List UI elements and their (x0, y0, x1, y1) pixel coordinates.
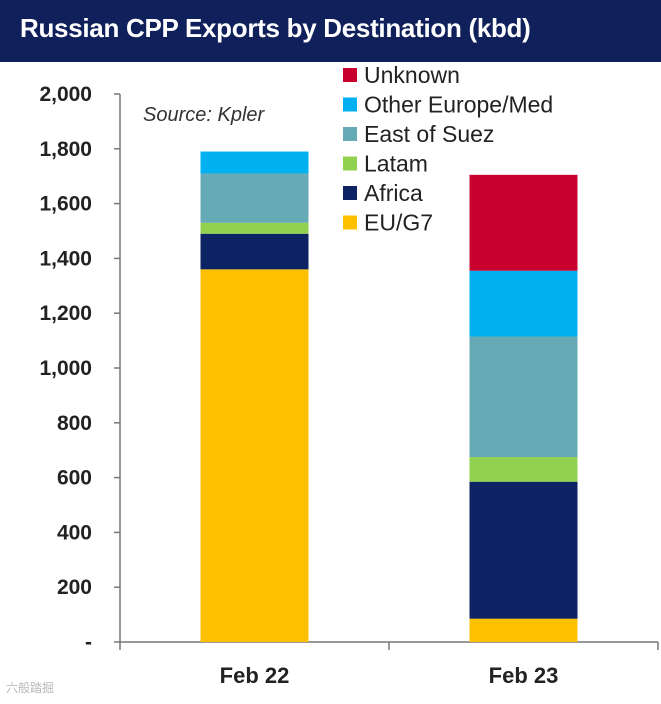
bar-segment-latam (200, 222, 309, 234)
y-tick-label: 1,800 (39, 138, 92, 161)
y-tick-label: 400 (57, 521, 92, 544)
legend-label: EU/G7 (364, 210, 433, 236)
x-tick-label: Feb 23 (489, 663, 559, 688)
legend-label: Other Europe/Med (364, 92, 553, 118)
legend-label: Africa (364, 180, 423, 206)
bar-segment-africa (200, 233, 309, 270)
watermark: 六般踏掘 (6, 681, 55, 695)
source-note: Source: Kpler (143, 104, 266, 126)
title-bar: Russian CPP Exports by Destination (kbd) (0, 0, 661, 62)
legend-swatch (343, 186, 357, 200)
y-tick-label: 1,400 (39, 247, 92, 270)
y-tick-label: - (85, 631, 92, 654)
legend-swatch (343, 68, 357, 82)
legend: Unknown Other Europe/Med East of Suez Latam… (343, 62, 553, 236)
bar-segment-east-of-suez (200, 173, 309, 223)
legend-label: Unknown (364, 62, 460, 88)
bar-segment-eu-g7 (200, 269, 309, 642)
bar-segment-latam (469, 457, 578, 482)
chart-title: Russian CPP Exports by Destination (kbd) (20, 13, 531, 43)
bar-segment-africa (469, 481, 578, 619)
y-tick-label: 1,000 (39, 357, 92, 380)
y-tick-label: 600 (57, 467, 92, 490)
bar-segment-other-europe-med (469, 270, 578, 337)
x-tick-label: Feb 22 (220, 663, 290, 688)
y-tick-label: 1,200 (39, 302, 92, 325)
bars (200, 151, 578, 642)
legend-swatch (343, 156, 357, 171)
legend-swatch (343, 215, 357, 230)
y-tick-label: 800 (57, 412, 92, 435)
legend-label: East of Suez (364, 121, 494, 147)
axes: - 200 400 600 800 1,000 1,200 1,400 1,600 1,800 2,… (39, 83, 659, 688)
bar-segment-east-of-suez (469, 336, 578, 458)
legend-swatch (343, 127, 357, 141)
y-tick-label: 2,000 (39, 83, 92, 106)
y-tick-label: 1,600 (39, 193, 92, 216)
bar-segment-eu-g7 (469, 618, 578, 642)
legend-label: Latam (364, 151, 428, 177)
legend-swatch (343, 97, 357, 112)
bar-segment-other-europe-med (200, 151, 309, 174)
bar-segment-unknown (469, 174, 578, 271)
y-tick-label: 200 (57, 576, 92, 599)
